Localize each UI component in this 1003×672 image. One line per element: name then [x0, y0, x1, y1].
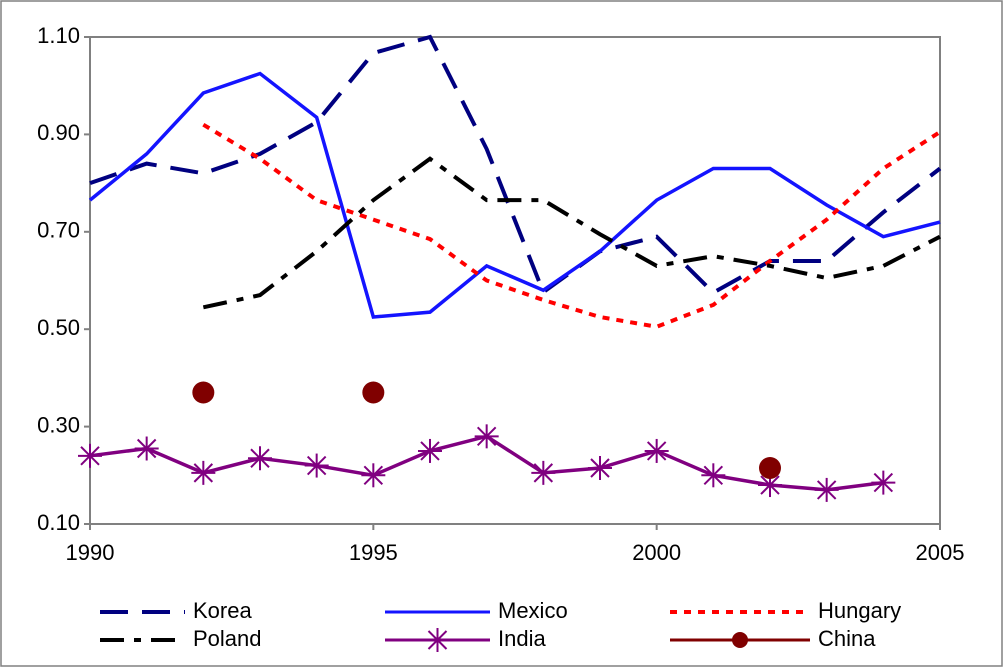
marker-stroke	[476, 426, 497, 447]
y-tick-label: 0.10	[37, 510, 80, 535]
marker	[361, 463, 386, 488]
marker	[304, 453, 329, 478]
series-line	[202, 122, 942, 329]
marker	[78, 443, 102, 468]
y-tick-label: 0.50	[37, 315, 80, 340]
marker-stroke	[590, 458, 610, 478]
marker-stroke	[427, 630, 448, 650]
series-line	[88, 71, 941, 319]
marker	[248, 446, 272, 471]
y-tick-label: 1.10	[37, 23, 80, 48]
marker-stroke	[136, 438, 157, 459]
marker-stroke	[193, 463, 214, 483]
legend-label: India	[498, 626, 546, 651]
marker-stroke	[703, 465, 724, 486]
marker	[759, 456, 781, 479]
x-tick-label: 1990	[66, 540, 115, 565]
marker	[418, 438, 442, 463]
marker	[701, 463, 726, 488]
legend-label: Hungary	[818, 598, 901, 623]
marker	[191, 460, 216, 485]
legend-label: China	[818, 626, 876, 651]
legend-label: Korea	[193, 598, 252, 623]
plot-frame	[89, 36, 941, 525]
marker-stroke	[873, 472, 894, 493]
marker	[531, 460, 556, 485]
y-tick-label: 0.70	[37, 218, 80, 243]
marker-stroke	[816, 480, 837, 500]
marker-stroke	[760, 475, 780, 495]
marker	[474, 424, 499, 449]
y-tick-label: 0.30	[37, 412, 80, 437]
marker	[758, 473, 782, 498]
marker	[871, 470, 896, 495]
marker	[362, 381, 385, 404]
marker-stroke	[363, 465, 384, 486]
legend-marker	[732, 632, 748, 648]
marker-stroke	[646, 441, 667, 461]
marker-stroke	[420, 441, 440, 461]
x-tick-label: 1995	[349, 540, 398, 565]
marker	[134, 436, 159, 461]
marker-stroke	[533, 463, 554, 483]
marker	[814, 477, 839, 502]
legend-label: Mexico	[498, 598, 568, 623]
y-tick-label: 0.90	[37, 120, 80, 145]
marker	[644, 438, 669, 463]
legend-marker	[425, 628, 450, 652]
marker	[192, 381, 215, 404]
x-tick-label: 2005	[916, 540, 965, 565]
series-line	[202, 156, 941, 310]
marker-stroke	[80, 446, 100, 466]
legend-label: Poland	[193, 626, 262, 651]
series-line	[89, 34, 942, 296]
marker-stroke	[306, 455, 327, 476]
marker-stroke	[250, 448, 270, 468]
marker	[588, 455, 612, 480]
x-tick-label: 2000	[632, 540, 681, 565]
